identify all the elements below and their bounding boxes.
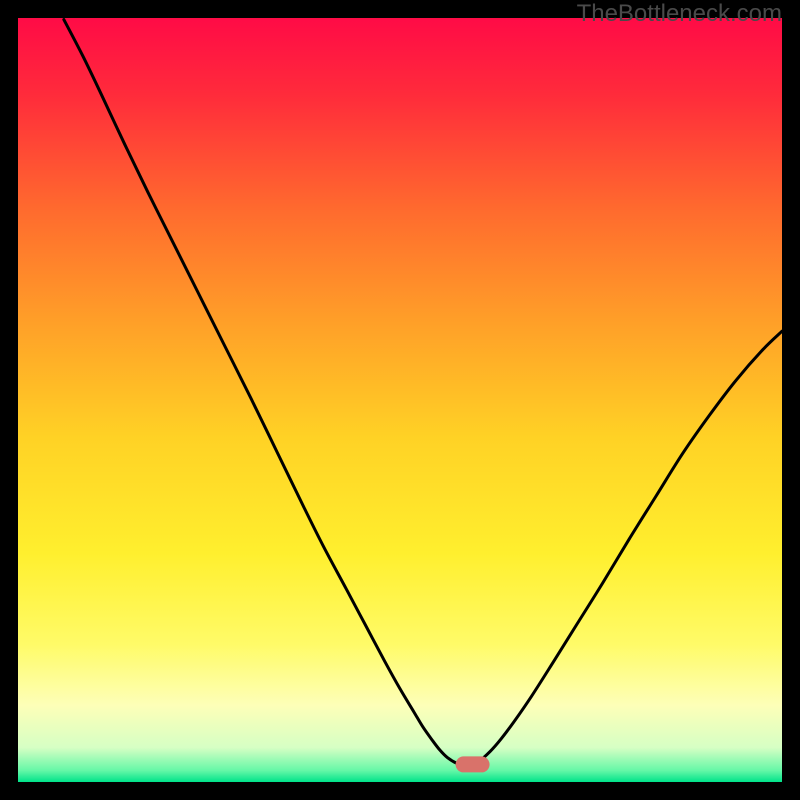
optimal-point-marker <box>456 756 490 772</box>
plot-area <box>18 18 782 782</box>
watermark-text: TheBottleneck.com <box>577 0 782 28</box>
gradient-background <box>18 18 782 782</box>
bottleneck-curve-svg <box>18 18 782 782</box>
